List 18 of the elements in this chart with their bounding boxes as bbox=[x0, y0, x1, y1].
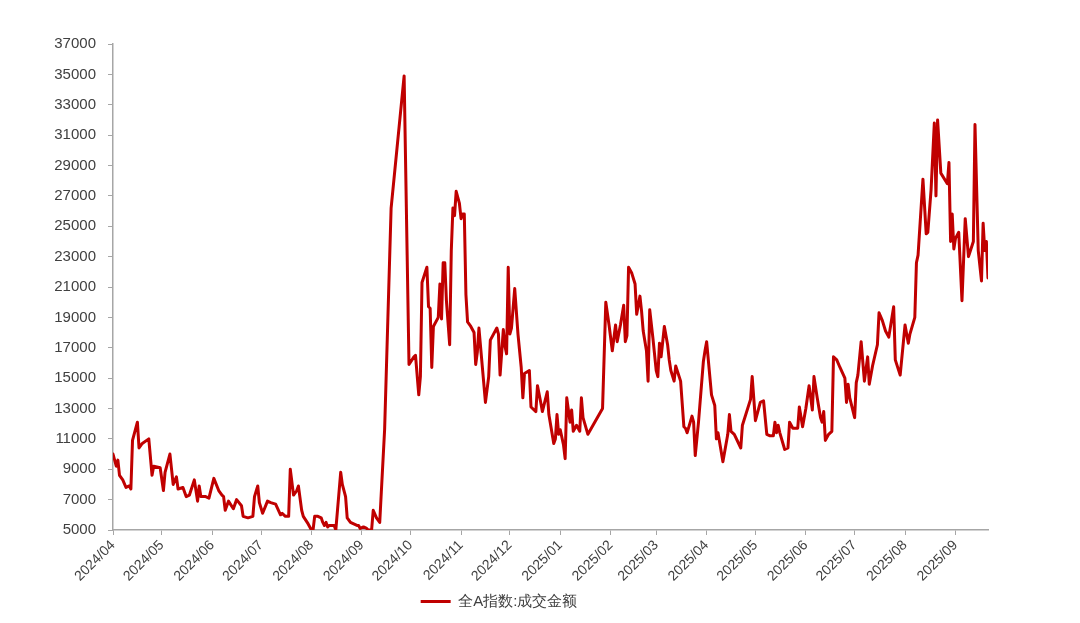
y-tick-label: 29000 bbox=[54, 155, 96, 173]
y-tick-label: 19000 bbox=[54, 307, 96, 325]
y-tick-label: 21000 bbox=[54, 277, 96, 295]
y-tick-label: 33000 bbox=[54, 94, 96, 112]
y-tick-label: 23000 bbox=[54, 246, 96, 264]
y-tick-label: 5000 bbox=[62, 520, 96, 538]
y-tick-label: 25000 bbox=[54, 216, 96, 234]
y-tick-label: 15000 bbox=[54, 368, 96, 386]
y-tick-label: 37000 bbox=[54, 34, 96, 52]
y-tick-label: 9000 bbox=[62, 459, 96, 477]
y-tick-label: 13000 bbox=[54, 398, 96, 416]
y-tick-label: 27000 bbox=[54, 186, 96, 204]
legend-label: 全A指数:成交金额 bbox=[458, 591, 578, 609]
y-tick-label: 17000 bbox=[54, 337, 96, 355]
y-tick-label: 11000 bbox=[55, 429, 96, 447]
y-tick-label: 31000 bbox=[54, 125, 96, 143]
y-tick-label: 35000 bbox=[54, 64, 96, 82]
y-tick-label: 7000 bbox=[62, 489, 96, 507]
